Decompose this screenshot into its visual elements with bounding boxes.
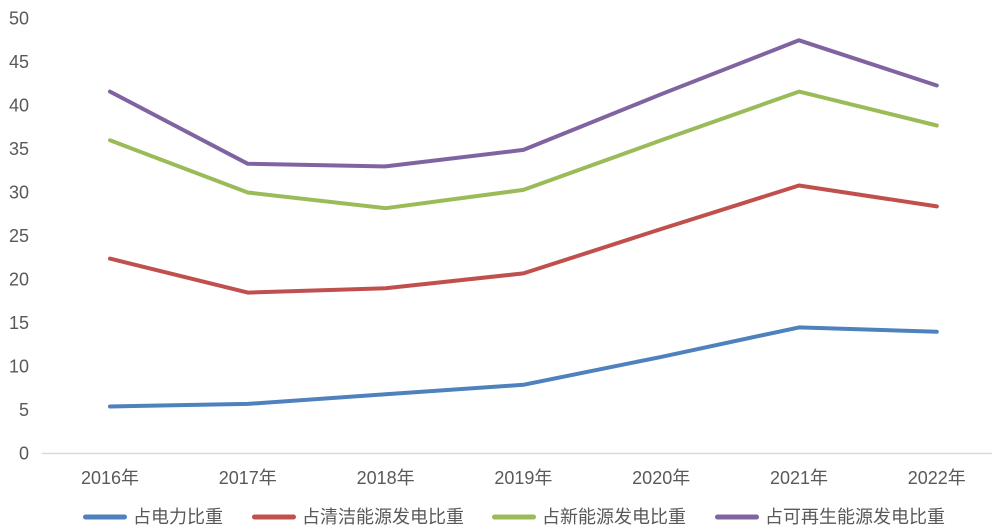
y-axis-tick-label: 35: [9, 139, 29, 159]
y-axis-tick-label: 10: [9, 357, 29, 377]
legend-swatch: [83, 514, 127, 520]
y-axis-tick-label: 50: [9, 9, 29, 29]
y-axis-tick-label: 20: [9, 270, 29, 290]
legend-label: 占电力比重: [133, 507, 223, 527]
x-axis-label: 2020年: [632, 468, 690, 488]
x-axis-label: 2017年: [219, 468, 277, 488]
series-line-4: [108, 38, 939, 169]
series-line-3: [108, 89, 939, 211]
y-axis-tick-label: 0: [19, 444, 29, 464]
legend-swatch: [252, 514, 296, 520]
x-axis-label: 2018年: [357, 468, 415, 488]
x-axis-label: 2022年: [908, 468, 966, 488]
y-axis-tick-label: 25: [9, 226, 29, 246]
y-axis-tick-label: 40: [9, 96, 29, 116]
legend-label: 占可再生能源发电比重: [765, 507, 945, 527]
x-axis-label: 2016年: [81, 468, 139, 488]
legend-label: 占清洁能源发电比重: [302, 507, 464, 527]
series-line-1: [108, 325, 939, 409]
legend-label: 占新能源发电比重: [542, 507, 686, 527]
y-axis-tick-label: 45: [9, 52, 29, 72]
x-axis-label: 2021年: [770, 468, 828, 488]
y-axis-tick-label: 5: [19, 400, 29, 420]
legend-swatch: [715, 514, 759, 520]
series-line-2: [108, 183, 939, 295]
legend-swatch: [492, 514, 536, 520]
y-axis-tick-label: 15: [9, 313, 29, 333]
x-axis-label: 2019年: [494, 468, 552, 488]
y-axis-tick-label: 30: [9, 183, 29, 203]
